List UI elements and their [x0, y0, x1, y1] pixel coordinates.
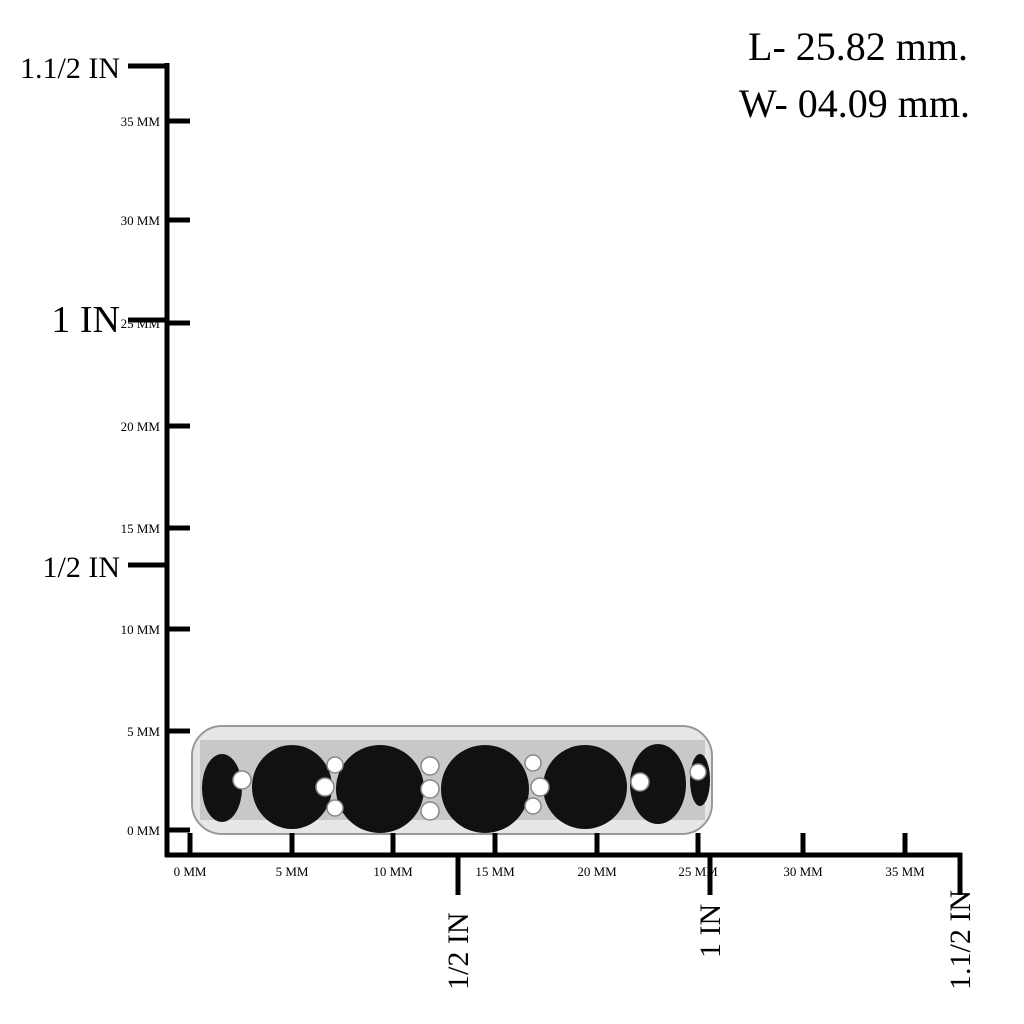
gem — [336, 745, 424, 833]
y-inch-label: 1/2 IN — [43, 551, 121, 584]
prong — [232, 770, 252, 790]
y-inch-label: 1.1/2 IN — [20, 52, 120, 85]
prong — [315, 777, 335, 797]
small-stone — [524, 797, 542, 815]
y-mm-label: 30 MM — [121, 213, 161, 228]
gem — [252, 745, 332, 829]
small-stone — [326, 799, 344, 817]
gem — [441, 745, 529, 833]
gem — [202, 754, 242, 822]
width-label: W- 04.09 mm. — [739, 81, 970, 126]
gem — [543, 745, 627, 829]
y-mm-label: 35 MM — [121, 114, 161, 129]
x-inch-label: 1.1/2 IN — [944, 890, 977, 990]
y-mm-label: 5 MM — [127, 724, 160, 739]
y-mm-label: 20 MM — [121, 419, 161, 434]
y-mm-label: 0 MM — [127, 823, 160, 838]
x-mm-label: 5 MM — [276, 864, 309, 879]
x-inch-label: 1/2 IN — [442, 913, 475, 991]
prong — [630, 772, 650, 792]
prong — [420, 779, 440, 799]
x-mm-label: 30 MM — [783, 864, 823, 879]
x-mm-label: 35 MM — [885, 864, 925, 879]
y-mm-label: 10 MM — [121, 622, 161, 637]
small-stone — [326, 756, 344, 774]
small-stone — [420, 801, 440, 821]
x-mm-label: 20 MM — [577, 864, 617, 879]
ring — [191, 725, 713, 835]
small-stone — [420, 756, 440, 776]
length-label: L- 25.82 mm. — [748, 24, 968, 69]
gem — [630, 744, 686, 824]
y-mm-label: 15 MM — [121, 521, 161, 536]
x-mm-label: 10 MM — [373, 864, 413, 879]
small-stone — [524, 754, 542, 772]
x-mm-label: 15 MM — [475, 864, 515, 879]
ruler — [164, 63, 962, 858]
prong — [689, 763, 707, 781]
y-inch-label: 1 IN — [51, 299, 120, 341]
x-inch-label: 1 IN — [694, 904, 727, 958]
x-mm-label: 0 MM — [174, 864, 207, 879]
prong — [530, 777, 550, 797]
